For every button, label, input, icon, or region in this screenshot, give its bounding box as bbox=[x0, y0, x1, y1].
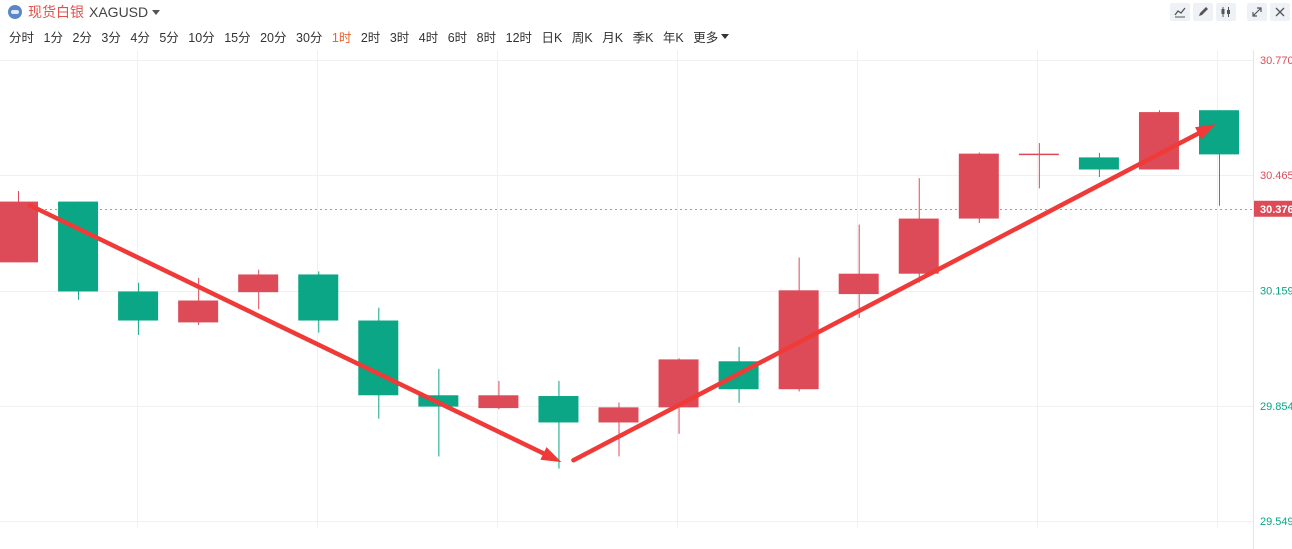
candle-body bbox=[1018, 153, 1059, 156]
candle-body bbox=[298, 274, 339, 321]
candle bbox=[598, 402, 639, 457]
price-tick-label: 30.159 bbox=[1260, 286, 1292, 298]
candle-body bbox=[1078, 157, 1119, 170]
candle bbox=[1078, 152, 1119, 178]
candle bbox=[838, 224, 879, 318]
price-axis: 30.770 30.465 30.159 29.854 29.549 30.376 bbox=[1254, 55, 1292, 528]
candle-body bbox=[358, 320, 399, 396]
last-price-tag bbox=[1254, 200, 1292, 217]
candle bbox=[1018, 143, 1059, 189]
period-tab[interactable]: 3时 bbox=[389, 31, 410, 45]
candle bbox=[58, 201, 99, 300]
period-tab[interactable]: 3分 bbox=[101, 31, 121, 45]
close-icon[interactable] bbox=[1270, 3, 1290, 21]
period-tab[interactable]: 周K bbox=[571, 31, 593, 45]
period-tab[interactable]: 分时 bbox=[9, 31, 35, 45]
candle bbox=[958, 152, 999, 224]
period-tab[interactable]: 15分 bbox=[224, 31, 251, 45]
candle bbox=[238, 269, 279, 310]
trend-arrow-head bbox=[1195, 124, 1216, 140]
draw-pen-icon[interactable] bbox=[1193, 3, 1213, 21]
candle-body bbox=[0, 201, 38, 263]
candle-body bbox=[958, 153, 999, 219]
line-chart-icon[interactable] bbox=[1170, 3, 1190, 21]
price-tick-label: 30.770 bbox=[1260, 55, 1292, 67]
trend-arrow-head bbox=[540, 447, 562, 463]
candlestick-icon[interactable] bbox=[1216, 3, 1236, 21]
period-tab[interactable]: 12时 bbox=[505, 31, 533, 45]
period-tab[interactable]: 4时 bbox=[418, 31, 439, 45]
period-tab[interactable]: 月K bbox=[602, 31, 624, 45]
candle bbox=[478, 380, 519, 410]
candle-body bbox=[898, 218, 939, 274]
candle-body bbox=[238, 274, 279, 293]
price-tick-label: 30.465 bbox=[1260, 170, 1292, 182]
period-tab[interactable]: 10分 bbox=[188, 31, 215, 45]
period-tabs: 分时 1分 2分 3分 4分 5分 10分 15分 20分 30分 1时 2时 3时 4时 6时 8时 12时日… bbox=[9, 27, 730, 46]
candles bbox=[0, 110, 1239, 469]
period-tab[interactable]: 4分 bbox=[130, 31, 150, 45]
trend-arrow bbox=[571, 124, 1216, 463]
candle-body bbox=[118, 291, 159, 321]
period-tab[interactable]: 年K bbox=[662, 31, 684, 45]
symbol-code: XAGUSD bbox=[89, 4, 149, 20]
candle bbox=[538, 380, 579, 469]
period-tab[interactable]: 6时 bbox=[447, 31, 468, 45]
period-tab[interactable]: 2分 bbox=[72, 31, 92, 45]
symbol-name: 现货白银 bbox=[28, 4, 84, 20]
period-tab[interactable]: 日K bbox=[541, 31, 563, 45]
candle bbox=[0, 191, 38, 263]
candle bbox=[778, 257, 819, 392]
price-tick-label: 29.549 bbox=[1260, 516, 1292, 528]
chart-tools bbox=[1170, 3, 1292, 21]
candle bbox=[298, 271, 339, 333]
chart-header: 现货白银 XAGUSD bbox=[0, 0, 1292, 24]
trend-arrows bbox=[27, 124, 1216, 463]
more-periods-button[interactable]: 更多 bbox=[693, 27, 730, 46]
trend-arrow-shaft bbox=[571, 131, 1201, 463]
period-tab[interactable]: 1分 bbox=[43, 31, 63, 45]
expand-icon[interactable] bbox=[1247, 3, 1267, 21]
last-price-label: 30.376 bbox=[1260, 204, 1292, 216]
candle-body bbox=[538, 396, 579, 423]
period-tab[interactable]: 30分 bbox=[296, 31, 323, 45]
silver-coin-icon bbox=[8, 5, 22, 19]
candle bbox=[1199, 110, 1239, 206]
chart-grid bbox=[0, 50, 1253, 528]
candle bbox=[358, 307, 399, 419]
symbol-selector[interactable]: 现货白银 XAGUSD bbox=[8, 3, 161, 21]
period-tab[interactable]: 8时 bbox=[476, 31, 497, 45]
candle bbox=[898, 178, 939, 283]
period-tab[interactable]: 2时 bbox=[360, 31, 381, 45]
candle-body bbox=[178, 300, 219, 323]
period-tab[interactable]: 1时 bbox=[331, 31, 352, 45]
candle-body bbox=[778, 290, 819, 390]
period-tab[interactable]: 季K bbox=[632, 31, 654, 45]
period-tab[interactable]: 5分 bbox=[159, 31, 179, 45]
candle-body bbox=[838, 273, 879, 295]
candle bbox=[418, 368, 459, 457]
candle-body bbox=[58, 201, 99, 292]
trend-arrow-shaft bbox=[27, 203, 546, 456]
candle-body bbox=[478, 395, 519, 409]
price-tick-label: 29.854 bbox=[1260, 401, 1292, 413]
trend-arrow bbox=[27, 203, 562, 463]
period-tab[interactable]: 20分 bbox=[260, 31, 287, 45]
candle-body bbox=[598, 407, 639, 423]
chevron-down-icon bbox=[721, 34, 730, 39]
more-periods-label: 更多 bbox=[693, 31, 719, 45]
candle bbox=[118, 282, 159, 335]
chevron-down-icon bbox=[152, 9, 161, 15]
